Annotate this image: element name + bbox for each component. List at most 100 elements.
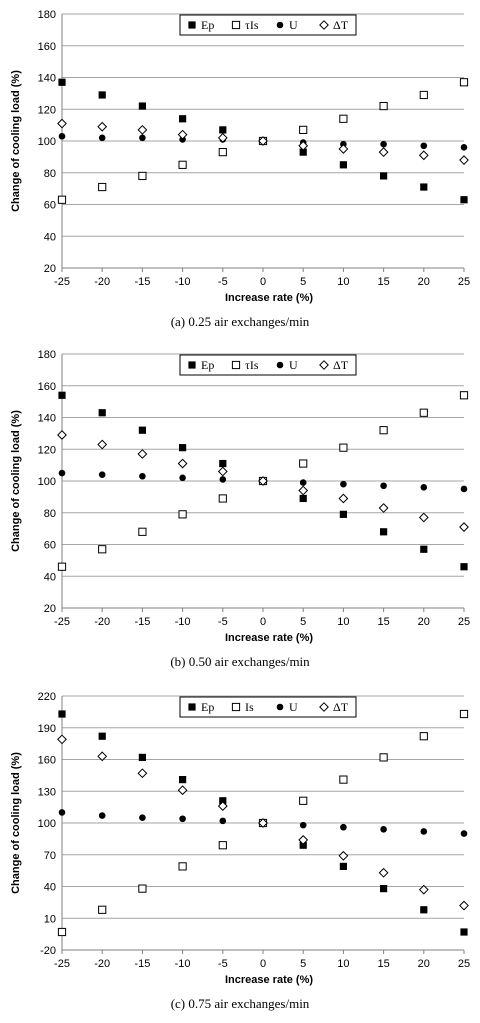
data-point bbox=[459, 900, 469, 911]
legend: Ep τIs U ΔT bbox=[179, 354, 357, 376]
data-point bbox=[420, 906, 428, 914]
data-point bbox=[420, 828, 428, 835]
series-2 bbox=[58, 809, 468, 837]
legend-label: U bbox=[289, 358, 298, 372]
x-tick-label: -25 bbox=[54, 958, 70, 970]
data-point bbox=[58, 809, 66, 816]
y-tick-label: 60 bbox=[44, 540, 56, 552]
y-tick-label: 70 bbox=[44, 850, 56, 862]
x-tick-label: -20 bbox=[94, 616, 110, 628]
series-1 bbox=[57, 709, 469, 937]
data-point bbox=[139, 134, 146, 142]
data-point bbox=[460, 830, 468, 837]
y-tick-label: 120 bbox=[38, 444, 56, 456]
x-tick-label: -15 bbox=[134, 276, 150, 288]
data-point bbox=[419, 90, 428, 100]
y-tick-label: 160 bbox=[38, 381, 56, 393]
data-point bbox=[179, 776, 187, 784]
data-point bbox=[57, 927, 67, 937]
x-tick-label: 0 bbox=[260, 958, 266, 970]
data-point bbox=[380, 885, 388, 893]
data-point bbox=[420, 484, 428, 491]
legend-marker bbox=[319, 20, 329, 30]
data-point bbox=[178, 160, 187, 169]
data-point bbox=[378, 503, 389, 513]
data-point bbox=[97, 439, 108, 450]
y-tick-label: 40 bbox=[44, 571, 56, 583]
x-tick-label: 25 bbox=[458, 616, 470, 628]
x-tick-label: -20 bbox=[94, 276, 110, 288]
legend-box bbox=[179, 14, 357, 36]
x-tick-label: 15 bbox=[377, 958, 389, 970]
x-tick-label: -10 bbox=[175, 616, 191, 628]
data-point bbox=[299, 148, 307, 156]
x-tick-label: 15 bbox=[377, 616, 389, 628]
data-point bbox=[258, 818, 268, 828]
data-point bbox=[258, 476, 268, 486]
legend-label: Is bbox=[245, 700, 254, 714]
x-tick-label: 5 bbox=[300, 616, 306, 628]
x-tick-label: 5 bbox=[300, 276, 306, 288]
data-point bbox=[339, 114, 348, 123]
y-tick-label: 10 bbox=[44, 913, 56, 925]
y-tick-label: 80 bbox=[44, 508, 56, 520]
series-0 bbox=[58, 391, 468, 571]
data-point bbox=[338, 493, 349, 504]
y-axis-title: Change of cooling load (%) bbox=[10, 410, 22, 552]
data-point bbox=[98, 812, 106, 819]
legend-marker bbox=[319, 702, 329, 712]
data-point bbox=[179, 815, 186, 823]
data-point bbox=[420, 142, 428, 150]
data-point bbox=[339, 443, 348, 452]
data-point bbox=[219, 476, 227, 483]
data-point bbox=[340, 823, 347, 831]
data-point bbox=[298, 485, 309, 496]
series-2 bbox=[58, 469, 468, 493]
legend-label: U bbox=[289, 700, 298, 714]
data-point bbox=[98, 182, 107, 192]
chart-panel: 20 40 60 80 100 120 140 160 180 -25 -20 -15 -10 -5 0 5 1… bbox=[10, 9, 470, 329]
y-tick-label: 220 bbox=[38, 691, 56, 703]
data-point bbox=[339, 510, 347, 518]
data-point bbox=[98, 134, 106, 142]
data-point bbox=[98, 91, 106, 99]
legend-marker bbox=[188, 21, 196, 29]
data-point bbox=[299, 796, 308, 805]
data-point bbox=[299, 821, 307, 829]
data-point bbox=[58, 710, 66, 718]
data-point bbox=[379, 426, 388, 435]
y-tick-label: -20 bbox=[40, 945, 56, 957]
data-point bbox=[298, 835, 309, 845]
legend-label: ΔT bbox=[333, 700, 349, 714]
x-tick-label: 20 bbox=[418, 958, 430, 970]
data-point bbox=[378, 867, 389, 878]
y-tick-label: 80 bbox=[44, 168, 56, 180]
data-point bbox=[459, 522, 469, 532]
y-tick-label: 40 bbox=[44, 231, 56, 243]
y-axis-title: Change of cooling load (%) bbox=[10, 752, 22, 894]
panel-caption: (c) 0.75 air exchanges/min bbox=[171, 996, 310, 1011]
data-point bbox=[339, 775, 348, 784]
data-point bbox=[459, 709, 469, 719]
legend-box bbox=[179, 354, 357, 376]
series-3 bbox=[57, 734, 469, 911]
data-point bbox=[418, 512, 429, 523]
data-point bbox=[218, 494, 227, 503]
data-point bbox=[460, 196, 468, 204]
data-point bbox=[138, 753, 146, 761]
y-tick-label: 180 bbox=[38, 349, 56, 361]
data-point bbox=[179, 115, 187, 123]
data-point bbox=[258, 136, 268, 146]
x-tick-label: -15 bbox=[134, 616, 150, 628]
data-point bbox=[137, 768, 148, 779]
data-point bbox=[57, 430, 67, 440]
legend-marker bbox=[319, 360, 329, 370]
data-point bbox=[57, 195, 67, 204]
legend-marker bbox=[231, 360, 241, 370]
data-point bbox=[218, 148, 227, 157]
data-point bbox=[98, 471, 106, 478]
x-tick-label: 25 bbox=[458, 958, 470, 970]
legend-label: ΔT bbox=[333, 18, 349, 32]
data-point bbox=[179, 444, 187, 452]
